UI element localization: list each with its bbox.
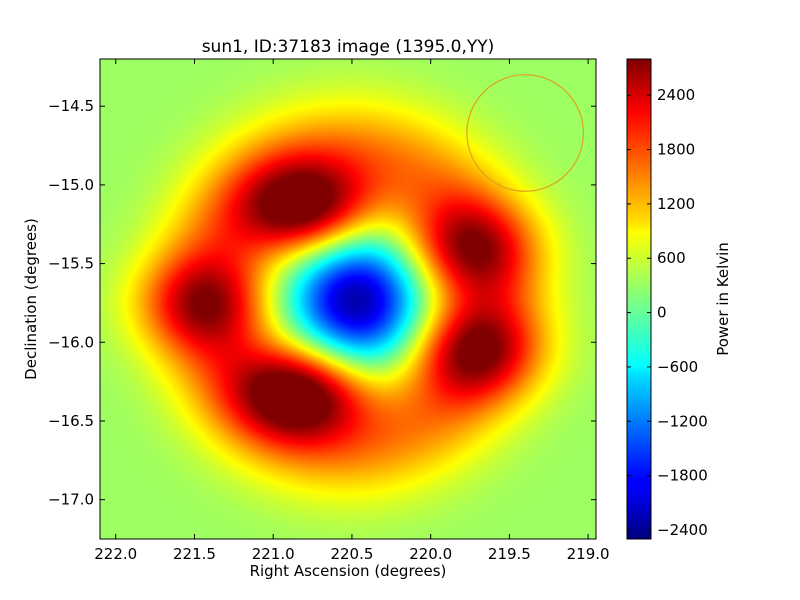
x-tick-label: 221.0 — [252, 545, 295, 563]
x-tick-label: 220.0 — [409, 545, 452, 563]
x-tick-label: 220.5 — [330, 545, 373, 563]
chart-title: sun1, ID:37183 image (1395.0,YY) — [202, 37, 495, 57]
x-tick-label: 221.5 — [173, 545, 216, 563]
colorbar — [626, 58, 652, 540]
x-axis-label: Right Ascension (degrees) — [250, 562, 447, 580]
plot-frame — [99, 58, 597, 540]
colorbar-ticks: 2400 1800 1200 600 0 −600 −1200 −1800 −2400 — [627, 86, 708, 539]
colorbar-tick-label: −1800 — [657, 467, 708, 485]
y-tick-label: −17.0 — [48, 491, 94, 509]
colorbar-tick-label: 1200 — [657, 195, 695, 213]
y-tick-label: −15.5 — [48, 255, 94, 273]
x-tick-label: 222.0 — [94, 545, 137, 563]
x-tick-label: 219.5 — [488, 545, 531, 563]
colorbar-tick-label: 600 — [657, 249, 686, 267]
x-tick-label: 219.0 — [567, 545, 610, 563]
colorbar-tick-label: 2400 — [657, 86, 695, 104]
colorbar-tick-label: −1200 — [657, 412, 708, 430]
heatmap-image — [100, 59, 596, 539]
x-axis: 222.0 221.5 221.0 220.5 220.0 219.5 219.0 — [94, 59, 610, 563]
heatmap-area — [100, 59, 596, 539]
y-axis-label: Declination (degrees) — [22, 218, 40, 380]
colorbar-tick-label: 1800 — [657, 141, 695, 159]
colorbar-label: Power in Kelvin — [714, 242, 732, 356]
y-tick-label: −16.5 — [48, 412, 94, 430]
y-tick-label: −14.5 — [48, 97, 94, 115]
colorbar-tick-label: −600 — [657, 358, 698, 376]
beam-circle — [466, 74, 585, 192]
colorbar-tick-label: 0 — [657, 304, 667, 322]
y-axis: −14.5 −15.0 −15.5 −16.0 −16.5 −17.0 — [48, 97, 596, 509]
colorbar-tick-label: −2400 — [657, 521, 708, 539]
y-tick-label: −15.0 — [48, 176, 94, 194]
y-tick-label: −16.0 — [48, 333, 94, 351]
